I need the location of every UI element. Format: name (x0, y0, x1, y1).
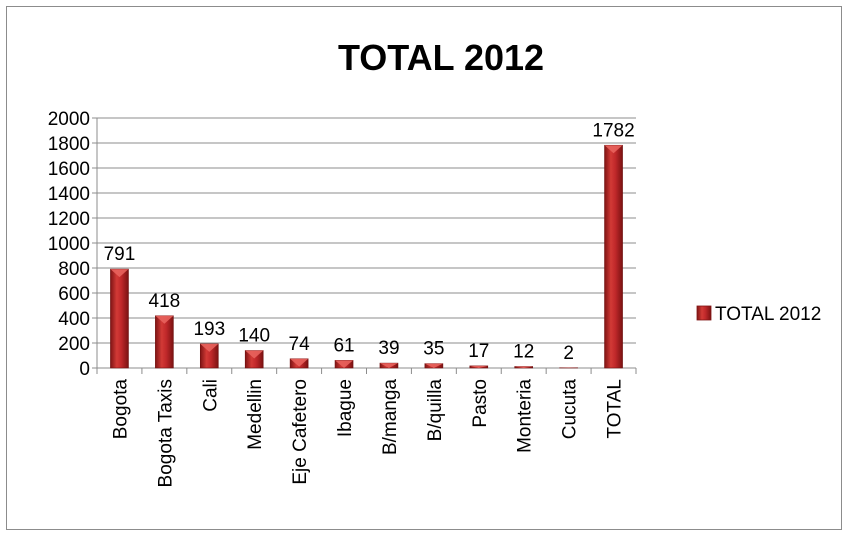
bar (604, 144, 623, 369)
category-label: Ibague (335, 379, 356, 437)
data-label: 35 (423, 339, 444, 360)
y-tick-label: 1400 (48, 184, 90, 205)
chart-title: TOTAL 2012 (338, 37, 544, 78)
category-label: Pasto (470, 379, 491, 428)
data-label: 2 (563, 343, 574, 364)
category-label: Bogota Taxis (155, 379, 176, 487)
data-label: 791 (104, 244, 136, 265)
legend-label: TOTAL 2012 (715, 304, 821, 325)
data-label: 193 (193, 319, 225, 340)
y-tick-label: 1800 (48, 134, 90, 155)
data-label: 12 (513, 342, 534, 363)
category-label: Cucuta (560, 379, 581, 440)
bar (110, 268, 129, 369)
gridlines (97, 117, 636, 344)
data-label: 39 (378, 338, 399, 359)
bar-bevel (335, 360, 354, 368)
bar-bevel (155, 315, 174, 324)
bar-bevel (379, 363, 398, 368)
bar-bevel (424, 363, 443, 368)
data-label: 140 (238, 326, 270, 347)
category-label: TOTAL (605, 379, 626, 438)
bar-series: 791 418 193 140 74 61 39 35 17 12 2 1782 (104, 120, 635, 369)
y-tick-label: 2000 (48, 109, 90, 130)
data-label: 418 (149, 291, 181, 312)
legend: TOTAL 2012 (696, 304, 821, 325)
category-label: Medellin (245, 379, 266, 450)
category-label: Cali (200, 379, 221, 412)
bar-bevel (514, 366, 533, 368)
category-label: B/quilla (425, 379, 446, 442)
bar-bevel (110, 269, 129, 278)
data-label: 61 (333, 335, 354, 356)
y-tick-label: 1600 (48, 159, 90, 180)
y-tick-label: 600 (58, 284, 90, 305)
x-axis: Bogota Bogota Taxis Cali Medellin Eje Cafete… (96, 367, 637, 487)
bar-bevel (290, 358, 309, 367)
category-label: Bogota (110, 379, 131, 440)
y-axis: 0 200 400 600 800 1000 1200 1400 1600 1800 2000 (48, 109, 98, 380)
bar-bevel (245, 350, 264, 359)
y-tick-label: 400 (58, 309, 90, 330)
category-label: Eje Cafetero (290, 379, 311, 485)
bar-bevel (604, 145, 623, 154)
y-tick-label: 0 (79, 359, 90, 380)
bar-bevel (200, 343, 219, 352)
y-tick-label: 1200 (48, 209, 90, 230)
category-label: Monteria (515, 379, 536, 453)
bar-bevel (469, 365, 488, 368)
y-tick-label: 800 (58, 259, 90, 280)
data-label: 17 (468, 341, 489, 362)
y-tick-label: 1000 (48, 234, 90, 255)
data-label: 1782 (592, 120, 634, 141)
y-tick-label: 200 (58, 334, 90, 355)
legend-swatch (696, 305, 712, 321)
data-label: 74 (289, 334, 311, 355)
category-label: B/manga (380, 379, 401, 455)
